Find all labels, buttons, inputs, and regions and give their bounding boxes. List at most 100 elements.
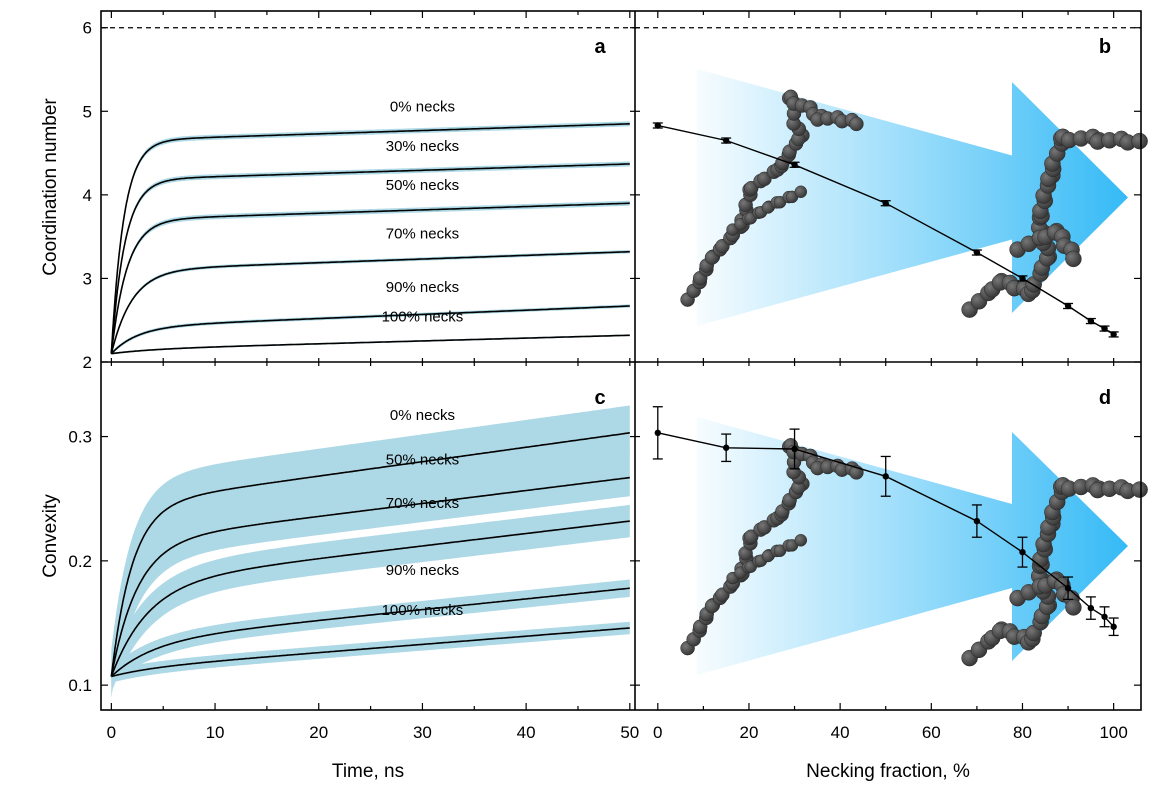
data-point-panel-b <box>791 161 798 168</box>
series-label-panel-c-0: 0% necks <box>390 407 455 424</box>
y-tick-label-panel-a: 4 <box>83 186 92 205</box>
x-tick-label-panel-c: 30 <box>413 723 432 742</box>
data-point-panel-d <box>1064 585 1072 592</box>
aggregate-particle <box>794 185 808 199</box>
y-axis-label-coordination: Coordination number <box>40 98 61 276</box>
aggregate-compact-branch-panel-b <box>1009 222 1082 268</box>
x-axis-label-time: Time, ns <box>332 761 404 782</box>
data-point-panel-d <box>1087 604 1095 612</box>
x-tick-label-panel-c: 50 <box>620 723 639 742</box>
data-point-panel-d <box>654 429 661 437</box>
data-point-panel-d <box>882 473 889 480</box>
data-point-panel-d <box>722 444 730 451</box>
band-panel-a-2 <box>111 200 630 357</box>
band-panel-c-4 <box>111 621 630 683</box>
y-tick-label-panel-a: 6 <box>83 19 92 38</box>
x-tick-label-panel-d: 100 <box>1099 723 1127 742</box>
y-tick-label-panel-a: 3 <box>83 269 92 288</box>
series-label-panel-a-2: 50% necks <box>386 177 459 194</box>
data-point-panel-b <box>722 137 730 144</box>
direction-arrow-panel-d <box>697 417 1128 675</box>
aggregate-particle <box>1131 132 1148 150</box>
direction-arrow-panel-b <box>697 69 1128 326</box>
series-label-panel-a-0: 0% necks <box>390 99 455 116</box>
y-axis-label-convexity: Convexity <box>40 494 61 578</box>
panel-letter-d: d <box>1099 387 1111 409</box>
series-label-panel-a-3: 70% necks <box>386 226 459 243</box>
confidence-bands <box>111 121 630 699</box>
data-point-panel-b <box>654 122 661 129</box>
axes-frame <box>100 10 1142 711</box>
x-tick-label-panel-c: 20 <box>309 723 328 742</box>
trend-line-panel-d <box>657 432 1115 628</box>
data-point-panel-d <box>1019 548 1026 556</box>
y-tick-label-panel-a: 2 <box>83 353 92 372</box>
data-point-panel-b <box>973 249 981 256</box>
series-line-panel-a-3 <box>110 250 630 354</box>
x-tick-label-panel-d: 0 <box>653 723 662 742</box>
aggregate-particle <box>794 534 808 547</box>
data-point-panel-b <box>882 200 889 207</box>
data-point-panel-d <box>1101 613 1108 620</box>
band-panel-a-4 <box>111 304 630 356</box>
series-line-panel-c-3 <box>110 587 630 677</box>
x-tick-label-panel-d: 20 <box>740 723 759 742</box>
y-tick-label-panel-c: 0.3 <box>68 428 92 447</box>
aggregate-particle <box>1065 250 1082 268</box>
aggregate-compact-panel-d <box>961 477 1148 667</box>
data-point-panel-b <box>1110 331 1117 338</box>
panel-letter-a: a <box>594 36 606 58</box>
aggregate-particle <box>1065 599 1082 616</box>
panel-letter-b: b <box>1099 36 1111 58</box>
data-point-panel-b <box>1087 317 1095 325</box>
data-markers <box>652 122 1119 637</box>
series-line-panel-c-4 <box>111 627 630 678</box>
x-tick-label-panel-d: 80 <box>1013 723 1032 742</box>
series-line-panel-a-2 <box>110 202 630 354</box>
series-label-panel-a-5: 100% necks <box>382 308 464 325</box>
aggregate-compact-panel-b <box>961 128 1148 318</box>
y-tick-label-panel-c: 0.2 <box>68 552 92 571</box>
backgrounds <box>680 69 1148 675</box>
series-line-panel-c-0 <box>110 432 630 677</box>
plot-border <box>100 10 1142 711</box>
band-panel-c-0 <box>111 405 630 699</box>
data-point-panel-b <box>1019 275 1026 282</box>
band-panel-a-3 <box>111 250 630 356</box>
series-lines <box>110 123 1115 678</box>
band-panel-a-0 <box>111 121 630 357</box>
aggregate-open-panel-b <box>680 89 864 307</box>
x-tick-label-panel-d: 60 <box>922 723 941 742</box>
x-tick-label-panel-d: 40 <box>831 723 850 742</box>
band-panel-a-1 <box>111 161 630 357</box>
series-line-panel-c-2 <box>110 520 630 677</box>
band-panel-c-3 <box>111 579 630 686</box>
series-line-panel-c-1 <box>110 476 630 677</box>
band-panel-c-1 <box>111 452 630 696</box>
series-line-panel-a-1 <box>110 163 630 354</box>
aggregate-open-branch-panel-d <box>726 534 808 585</box>
data-point-panel-d <box>791 445 798 453</box>
data-point-panel-d <box>973 517 981 525</box>
series-label-panel-c-3: 90% necks <box>386 562 459 579</box>
aggregate-particle <box>1131 481 1148 498</box>
series-label-panel-a-1: 30% necks <box>386 138 459 155</box>
data-point-panel-b <box>1101 325 1108 332</box>
data-point-panel-b <box>1064 302 1072 310</box>
trend-line-panel-b <box>657 124 1114 335</box>
panel-letter-c: c <box>594 387 605 409</box>
x-tick-label-panel-c: 10 <box>206 723 225 742</box>
series-label-panel-c-4: 100% necks <box>382 602 464 619</box>
data-point-panel-d <box>1110 623 1117 630</box>
series-line-panel-a-4 <box>110 305 630 355</box>
aggregate-particle <box>849 116 864 132</box>
series-line-panel-a-0 <box>110 123 630 354</box>
band-panel-c-2 <box>111 504 630 693</box>
aggregate-open-branch-panel-b <box>726 185 808 236</box>
x-tick-label-panel-c: 40 <box>517 723 536 742</box>
series-label-panel-c-1: 50% necks <box>386 452 459 469</box>
series-label-panel-a-4: 90% necks <box>386 279 459 296</box>
x-axis-label-necking: Necking fraction, % <box>806 761 970 782</box>
x-tick-label-panel-c: 0 <box>107 723 116 742</box>
